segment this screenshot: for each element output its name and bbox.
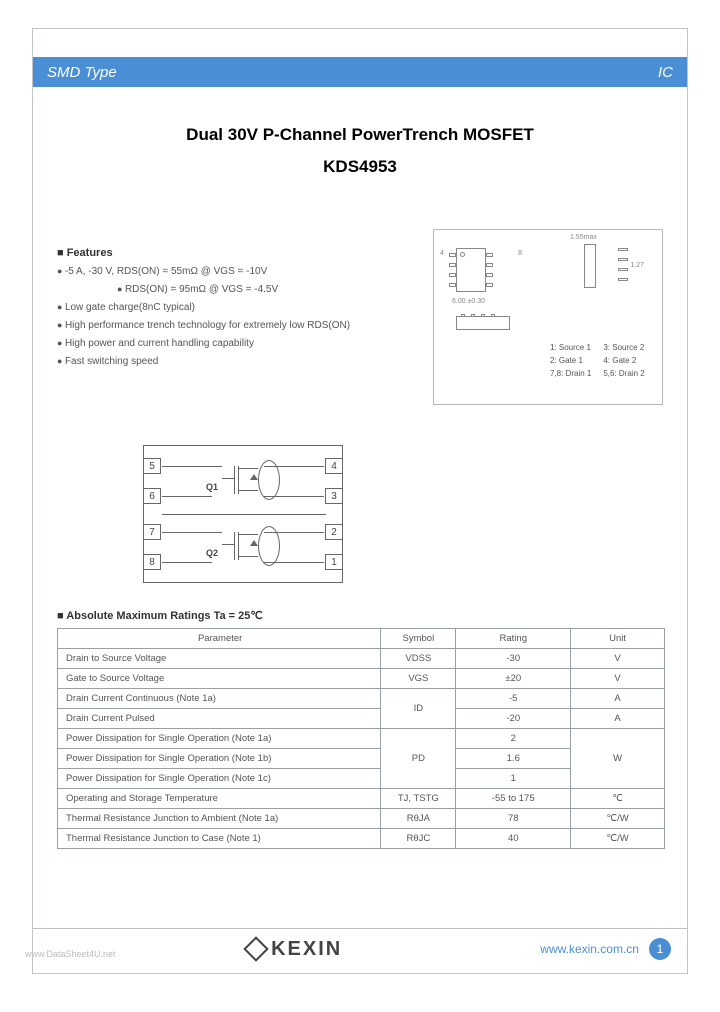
features-block: Features -5 A, -30 V, RDS(ON) = 55mΩ @ V… [57, 247, 350, 373]
package-top-view: 4 8 6.00 ±0.30 [456, 248, 486, 292]
ratings-block: Absolute Maximum Ratings Ta = 25℃ Parame… [57, 609, 665, 849]
col-rating: Rating [456, 629, 571, 649]
pin-legend: 1: Source 13: Source 2 2: Gate 14: Gate … [548, 340, 657, 382]
table-row: Gate to Source Voltage VGS ±20 V [58, 669, 665, 689]
table-row: Drain Current Continuous (Note 1a) ID -5… [58, 689, 665, 709]
feature-item: Low gate charge(8nC typical) [57, 301, 350, 314]
table-header-row: Parameter Symbol Rating Unit [58, 629, 665, 649]
table-row: Drain Current Pulsed -20 A [58, 709, 665, 729]
header-bar: SMD Type IC [33, 57, 687, 87]
watermark-text: www.DataSheet4U.net [25, 949, 116, 959]
header-right: IC [658, 64, 673, 81]
col-parameter: Parameter [58, 629, 381, 649]
title-line1: Dual 30V P-Channel PowerTrench MOSFET [33, 125, 687, 145]
table-row: Drain to Source Voltage VDSS -30 V [58, 649, 665, 669]
features-list: -5 A, -30 V, RDS(ON) = 55mΩ @ VGS = -10V… [57, 265, 350, 368]
table-row: Operating and Storage Temperature TJ, TS… [58, 789, 665, 809]
package-diagram: 4 8 6.00 ±0.30 1.55max 1.27 1: Source 13… [433, 229, 663, 405]
sch-pin: 2 [325, 524, 343, 540]
table-row: Power Dissipation for Single Operation (… [58, 729, 665, 749]
table-row: Thermal Resistance Junction to Case (Not… [58, 829, 665, 849]
sch-pin: 4 [325, 458, 343, 474]
page-frame: SMD Type IC Dual 30V P-Channel PowerTren… [32, 28, 688, 974]
feature-item: High performance trench technology for e… [57, 319, 350, 332]
feature-item: RDS(ON) = 95mΩ @ VGS = -4.5V [57, 283, 350, 296]
feature-item: -5 A, -30 V, RDS(ON) = 55mΩ @ VGS = -10V [57, 265, 350, 278]
brand-logo: KEXIN [247, 938, 342, 961]
internal-schematic: 5 6 7 8 4 3 2 1 Q1 Q2 [143, 445, 343, 583]
page-number: 1 [649, 938, 671, 960]
ratings-heading: Absolute Maximum Ratings Ta = 25℃ [57, 609, 665, 622]
package-bottom-view [456, 316, 510, 330]
package-side-view: 1.55max 1.27 [564, 244, 624, 298]
header-left: SMD Type [47, 64, 117, 81]
feature-item: Fast switching speed [57, 355, 350, 368]
ratings-table: Parameter Symbol Rating Unit Drain to So… [57, 628, 665, 849]
sch-pin: 7 [143, 524, 161, 540]
sch-pin: 5 [143, 458, 161, 474]
sch-pin: 1 [325, 554, 343, 570]
feature-item: High power and current handling capabili… [57, 337, 350, 350]
col-unit: Unit [571, 629, 665, 649]
col-symbol: Symbol [381, 629, 456, 649]
sch-pin: 3 [325, 488, 343, 504]
features-heading: Features [57, 247, 350, 259]
brand-name: KEXIN [271, 938, 342, 961]
footer: www.DataSheet4U.net KEXIN www.kexin.com.… [33, 925, 687, 973]
table-row: Thermal Resistance Junction to Ambient (… [58, 809, 665, 829]
brand-url: www.kexin.com.cn [540, 942, 639, 956]
sch-pin: 8 [143, 554, 161, 570]
title-block: Dual 30V P-Channel PowerTrench MOSFET KD… [33, 125, 687, 177]
title-line2: KDS4953 [33, 157, 687, 177]
sch-pin: 6 [143, 488, 161, 504]
brand-icon [243, 936, 268, 961]
